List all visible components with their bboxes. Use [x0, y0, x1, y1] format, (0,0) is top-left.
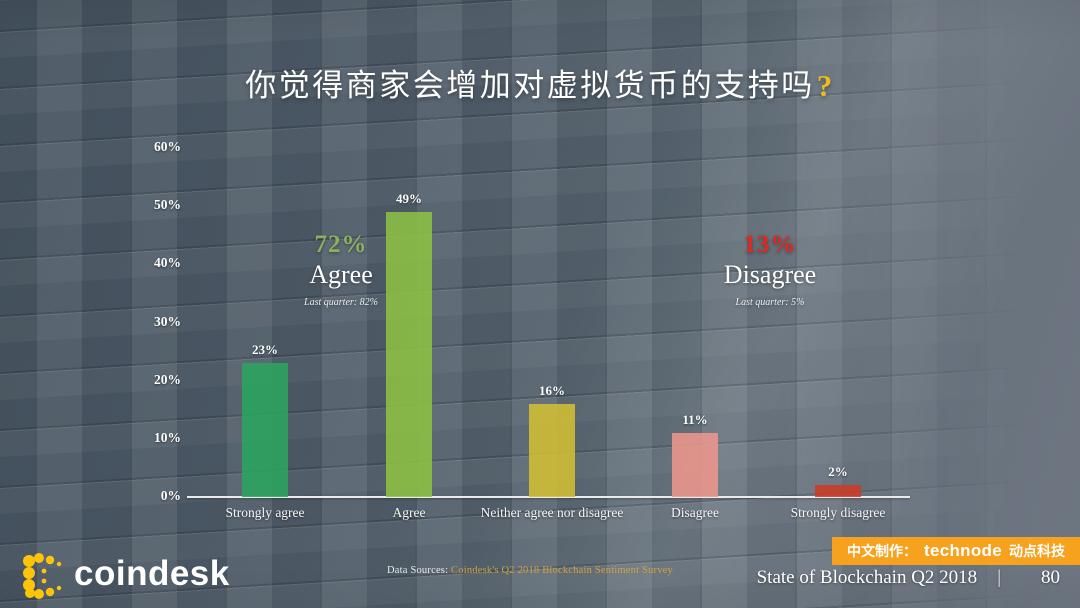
badge-prefix: 中文制作： [847, 543, 918, 559]
data-sources-link[interactable]: Coindesk's Q2 2018 Blockchain Sentiment … [451, 565, 673, 576]
category-label: Strongly agree [225, 505, 305, 520]
bar-disagree [672, 433, 718, 497]
y-tick-label: 30% [154, 313, 181, 329]
bar-value-label: 49% [396, 191, 422, 206]
data-sources-prefix: Data Sources: [387, 565, 449, 576]
coindesk-logo: coindesk [20, 551, 230, 599]
y-tick-label: 50% [154, 197, 181, 213]
y-tick-label: 20% [154, 371, 181, 387]
deck-title: State of Blockchain Q2 2018 [756, 567, 978, 588]
bar-strongly-agree [242, 363, 288, 497]
y-tick-label: 10% [154, 429, 181, 445]
slide-title-text: 你觉得商家会增加对虚拟货币的支持吗 [245, 68, 815, 103]
title-question-mark: ? [816, 68, 835, 103]
badge-suffix: 动点科技 [1009, 543, 1065, 559]
agree-annotation-note: Last quarter: 82% [304, 297, 378, 308]
deck-footer: State of Blockchain Q2 2018 | 80 [757, 567, 1060, 589]
agree-annotation-label: Agree [309, 260, 373, 289]
bar-strongly-disagree [815, 485, 861, 497]
disagree-annotation-value: 13% [743, 231, 797, 258]
slide-title: 你觉得商家会增加对虚拟货币的支持吗? [0, 60, 1080, 105]
technode-badge: 中文制作： technode 动点科技 [832, 537, 1080, 565]
y-tick-label: 40% [154, 255, 181, 271]
disagree-annotation-label: Disagree [723, 260, 817, 289]
coindesk-wordmark: coindesk [74, 553, 230, 593]
y-tick-label: 60% [154, 139, 181, 154]
page-number: 80 [1041, 567, 1060, 588]
agree-annotation-value: 72% [314, 231, 368, 258]
bar-value-label: 11% [682, 412, 708, 427]
disagree-annotation-note: Last quarter: 5% [735, 297, 805, 308]
category-label: Agree [392, 505, 426, 520]
y-tick-label: 0% [160, 488, 181, 503]
bar-value-label: 2% [828, 464, 848, 480]
bar-agree [386, 212, 432, 497]
bar-value-label: 23% [252, 342, 278, 358]
bar-value-label: 16% [539, 382, 565, 398]
bar-neither-agree-nor-disagree [529, 403, 575, 497]
coindesk-logo-icon [23, 553, 62, 599]
footer-separator: | [997, 567, 1001, 588]
category-label: Strongly disagree [790, 505, 886, 520]
category-label: Neither agree nor disagree [480, 505, 624, 520]
technode-wordmark: technode [924, 541, 1002, 560]
disagree-annotation: 13% Disagree Last quarter: 5% [695, 231, 845, 308]
plot-area: 23% Strongly agree 49% Agree 16% Neither agre… [154, 139, 910, 520]
agree-annotation: 72% Agree Last quarter: 82% [266, 231, 416, 308]
category-label: Disagree [671, 505, 719, 520]
data-sources: Data Sources: Coindesk's Q2 2018 Blockch… [0, 565, 1060, 576]
x-axis-line [187, 496, 910, 498]
